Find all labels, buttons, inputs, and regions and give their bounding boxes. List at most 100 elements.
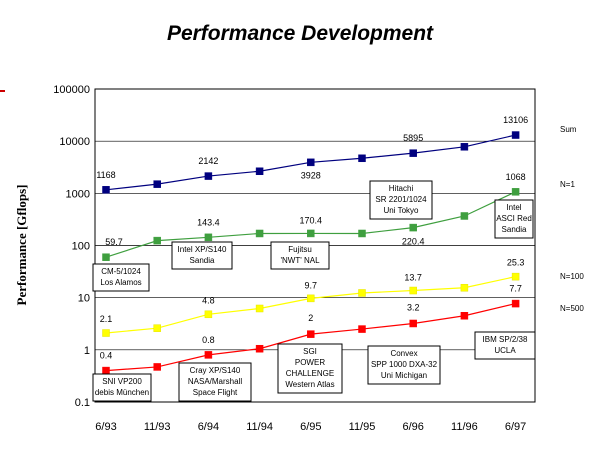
data-point — [102, 186, 110, 194]
annotation-line: Intel — [506, 203, 521, 212]
data-point — [307, 330, 315, 338]
annotation-line: Fujitsu — [288, 245, 312, 254]
x-tick-label: 6/94 — [198, 421, 219, 433]
annotation-line: Hitachi — [389, 184, 414, 193]
annotation-line: debis München — [95, 388, 149, 397]
y-axis-label: Performance [Gflops] — [14, 185, 29, 306]
data-point — [307, 294, 315, 303]
annotation-line: POWER — [295, 358, 325, 367]
data-point — [358, 289, 366, 297]
data-label: 59.7 — [105, 237, 123, 247]
y-tick-label: 1 — [84, 345, 90, 357]
x-tick-label: 11/94 — [246, 421, 273, 433]
y-tick-label: 10 — [78, 293, 90, 305]
annotation-frame — [178, 362, 252, 402]
data-label: 0.8 — [202, 335, 215, 345]
annotation-line: SNI VP200 — [102, 377, 142, 386]
data-point — [255, 344, 264, 353]
data-label: 25.3 — [507, 258, 525, 268]
chart-title: Performance Development — [167, 22, 434, 45]
annotation-frame — [474, 331, 536, 360]
data-label: 1068 — [506, 172, 526, 182]
x-tick-label: 6/96 — [402, 421, 423, 433]
plot-frame — [94, 88, 536, 403]
annotation-box: IBM SP/2/38 UCLA — [474, 331, 536, 360]
data-point — [307, 229, 315, 238]
annotation-line: Convex — [390, 349, 417, 358]
annotation-line: NASA/Marshall — [188, 377, 242, 386]
annotation-line: Uni Tokyo — [384, 206, 420, 215]
data-label: 2142 — [198, 156, 218, 166]
y-tick-label: 100000 — [53, 84, 90, 96]
data-point — [102, 329, 110, 337]
annotation-box: Intel ASCI Red Sandia — [494, 199, 534, 239]
annotation-line: 'NWT' NAL — [280, 256, 320, 265]
data-point — [511, 272, 520, 281]
data-label: 3.2 — [407, 302, 420, 312]
axis-ticks: 100000 10000 1000 100 10 1 0.1 6/93 11/93 6/94 11/… — [53, 84, 526, 433]
data-point — [409, 223, 417, 232]
annotation-box: CM-5/1024 Los Alamos — [92, 263, 150, 292]
data-point — [358, 325, 366, 333]
annotation-line: Intel XP/S140 — [178, 245, 227, 254]
series-end-label: Sum — [560, 125, 577, 134]
annotation-box: Intel XP/S140 Sandia — [171, 241, 233, 270]
annotation-line: Cray XP/S140 — [190, 366, 241, 375]
data-point — [511, 299, 520, 308]
data-point — [460, 143, 469, 151]
x-tick-label: 6/93 — [95, 421, 116, 433]
annotation-line: Uni Michigan — [381, 371, 427, 380]
series-end-label: N=100 — [560, 272, 584, 281]
annotation-frame — [171, 241, 233, 270]
annotation-frame — [92, 373, 152, 402]
data-point — [460, 312, 469, 320]
x-tick-label: 6/95 — [300, 421, 321, 433]
data-label: 2.1 — [100, 314, 113, 324]
annotation-line: Sandia — [190, 256, 215, 265]
annotation-box: Hitachi SR 2201/1024 Uni Tokyo — [369, 180, 433, 220]
annotation-line: CHALLENGE — [286, 369, 334, 378]
annotation-frame — [369, 180, 433, 220]
data-point — [204, 351, 213, 359]
series-end-labels: Sum N=1 N=100 N=500 — [560, 125, 584, 313]
annotation-frame — [92, 263, 150, 292]
data-point — [460, 212, 469, 220]
data-point — [358, 154, 366, 163]
data-label: 0.4 — [100, 351, 113, 361]
annotation-line: ASCI Red — [496, 214, 532, 223]
data-point — [409, 286, 417, 295]
data-point — [255, 167, 264, 176]
data-label: 1168 — [96, 170, 115, 180]
y-tick-label: 0.1 — [75, 397, 90, 409]
annotation-box: SGI POWER CHALLENGE Western Atlas — [277, 343, 343, 394]
data-point — [153, 236, 161, 245]
data-point — [255, 229, 264, 238]
data-point — [460, 283, 469, 292]
annotation-boxes: CM-5/1024 Los Alamos Intel XP/S140 Sandia Fu… — [92, 180, 536, 402]
data-label: 7.7 — [509, 284, 522, 294]
annotation-box: Convex SPP 1000 DXA-32 Uni Michigan — [367, 345, 441, 385]
annotation-line: Sandia — [502, 225, 527, 234]
annotation-box: SNI VP200 debis München — [92, 373, 152, 402]
data-label: 143.4 — [197, 217, 220, 227]
data-label: 4.8 — [202, 295, 215, 305]
data-point — [511, 131, 520, 139]
data-label: 13.7 — [404, 273, 422, 283]
data-label: 220.4 — [402, 237, 425, 247]
x-tick-label: 11/96 — [451, 421, 478, 433]
annotation-frame — [367, 345, 441, 385]
data-point — [153, 180, 161, 188]
y-tick-label: 1000 — [66, 188, 90, 200]
annotation-frame — [277, 343, 343, 394]
data-label: 170.4 — [300, 215, 323, 225]
data-point — [204, 172, 213, 180]
annotation-line: UCLA — [494, 346, 516, 355]
data-point — [358, 229, 366, 238]
annotation-line: SR 2201/1024 — [375, 195, 427, 204]
data-label: 3928 — [301, 170, 321, 180]
data-point — [102, 366, 110, 375]
series-group — [102, 131, 520, 375]
data-label: 9.7 — [305, 280, 318, 290]
data-point — [255, 304, 264, 313]
